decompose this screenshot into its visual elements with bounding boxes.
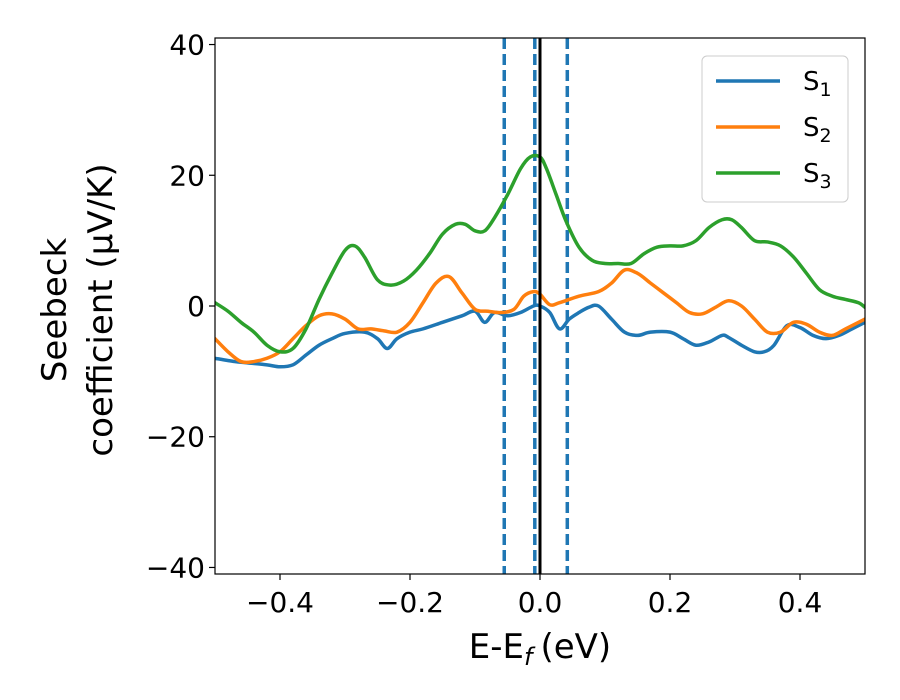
legend-box [701,55,849,203]
x-tick-label: 0.0 [518,586,563,619]
series-line-s2 [215,267,865,365]
y-tick-label: 20 [169,159,205,192]
y-tick-label: −20 [146,421,205,454]
y-axis-label-line1: Seebeck [35,238,75,383]
series-line-s1 [215,303,865,369]
y-axis-label-line2: coefficient (μV/K) [81,163,121,456]
x-axis-label: E-Ef (eV) [469,627,611,671]
x-tick-label: 0.4 [778,586,823,619]
legend-label-s2: S2 [803,113,832,147]
x-tick-label: 0.2 [648,586,693,619]
y-tick-label: −40 [146,551,205,584]
x-tick-label: −0.2 [376,586,444,619]
y-tick-label: 40 [169,29,205,62]
legend: S1 S2 S3 [701,55,849,203]
legend-label-s3: S3 [803,159,832,193]
x-tick-label: −0.4 [246,586,314,619]
y-tick-label: 0 [187,290,205,323]
legend-label-s1: S1 [803,67,832,101]
